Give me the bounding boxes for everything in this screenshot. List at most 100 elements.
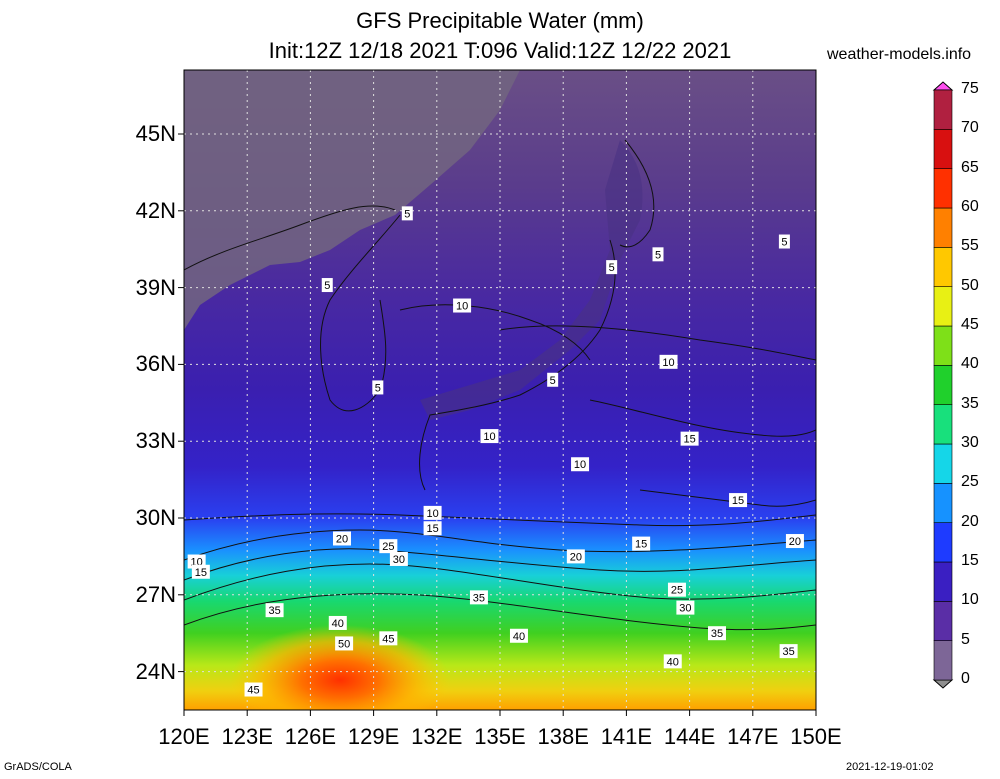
colorbar-box	[933, 168, 953, 209]
svg-text:15: 15	[732, 495, 744, 507]
contour-line	[184, 529, 816, 561]
svg-text:40: 40	[332, 618, 344, 630]
lat-tick-label: 42N	[135, 197, 176, 223]
lat-tick-label: 30N	[135, 505, 176, 530]
contour-label: 10	[423, 505, 442, 520]
svg-text:5: 5	[655, 249, 661, 261]
colorbar-label: 60	[961, 198, 979, 215]
svg-text:30: 30	[679, 603, 691, 615]
lon-tick-label: 135E	[474, 724, 526, 749]
svg-text:35: 35	[782, 646, 794, 658]
colorbar-max-arrow	[932, 81, 954, 91]
contour-label: 5	[652, 247, 664, 262]
pw-maximum	[230, 625, 450, 710]
svg-text:40: 40	[667, 656, 679, 668]
colorbar-label: 25	[961, 473, 979, 491]
contour-label: 10	[453, 298, 472, 313]
svg-text:15: 15	[195, 567, 207, 579]
colorbar-box	[933, 247, 953, 287]
contour-label: 10	[480, 429, 499, 444]
contour-label: 15	[729, 493, 748, 508]
svg-text:40: 40	[513, 631, 525, 643]
svg-text:45: 45	[247, 685, 259, 697]
colorbar-box	[933, 601, 953, 641]
contour-label: 35	[707, 626, 726, 641]
colorbar-label: 65	[961, 158, 979, 176]
svg-text:5: 5	[550, 375, 556, 387]
colorbar-label: 5	[961, 630, 970, 648]
colorbar-label: 45	[961, 316, 979, 333]
svg-text:10: 10	[456, 301, 468, 313]
lon-tick-label: 126E	[284, 724, 337, 749]
contour-label: 30	[676, 600, 695, 615]
contour-line	[589, 399, 816, 437]
contour-label: 15	[423, 521, 442, 536]
chart-title: GFS Precipitable Water (mm)	[356, 8, 644, 33]
lon-tick-label: 129E	[347, 724, 400, 749]
contour-label: 35	[469, 590, 488, 605]
contour-label: 50	[335, 636, 354, 651]
svg-text:10: 10	[662, 357, 674, 369]
contour-label: 35	[265, 603, 284, 618]
lon-tick-label: 150E	[790, 724, 842, 749]
site-label: weather-models.info	[827, 46, 972, 63]
svg-text:20: 20	[789, 536, 801, 548]
svg-text:35: 35	[268, 605, 280, 617]
colorbar-label: 55	[961, 237, 979, 255]
contour-label: 15	[632, 536, 651, 551]
colorbar-box	[933, 561, 953, 602]
contour-label: 35	[779, 644, 798, 659]
coastline	[619, 139, 655, 248]
contour-label: 5	[321, 278, 333, 293]
contour-label: 40	[509, 628, 528, 643]
lat-tick-label: 24N	[135, 658, 176, 684]
coastline	[320, 214, 401, 412]
contour-label: 5	[372, 380, 384, 395]
lat-tick-label: 39N	[135, 274, 176, 300]
contour-line	[184, 513, 816, 527]
contour-label: 25	[379, 539, 398, 554]
colorbar-box	[933, 207, 953, 248]
svg-text:10: 10	[426, 508, 438, 520]
colorbar-box	[933, 325, 953, 366]
contour-label: 10	[571, 457, 590, 472]
colorbar-box	[933, 286, 953, 327]
contour-label: 15	[680, 431, 699, 446]
contour-line	[184, 548, 816, 581]
contour-label: 40	[663, 654, 682, 669]
svg-text:15: 15	[426, 523, 438, 535]
colorbar-label: 15	[961, 552, 979, 569]
contour-label: 45	[379, 631, 398, 646]
svg-text:10: 10	[483, 431, 495, 443]
svg-text:35: 35	[711, 628, 723, 640]
colorbar-label: 40	[961, 355, 979, 373]
colorbar-min-arrow	[932, 679, 954, 689]
svg-text:50: 50	[338, 638, 350, 650]
colorbar-label: 75	[961, 80, 979, 97]
colorbar-label: 35	[961, 394, 979, 412]
contour-line	[639, 489, 816, 507]
lon-tick-label: 144E	[663, 724, 716, 749]
contour-label: 5	[778, 234, 790, 249]
colorbar-label: 50	[961, 276, 979, 294]
contour-label: 15	[191, 564, 210, 579]
land-asia	[184, 70, 520, 330]
contour-label: 5	[606, 260, 618, 275]
contour-label: 25	[667, 582, 686, 597]
contour-label: 5	[547, 372, 559, 387]
svg-text:35: 35	[473, 592, 485, 604]
colorbar-label: 10	[961, 591, 979, 609]
lat-tick-label: 33N	[135, 428, 176, 454]
contour-line	[184, 593, 816, 631]
colorbar-label: 20	[961, 512, 979, 530]
chart-subtitle: Init:12Z 12/18 2021 T:096 Valid:12Z 12/2…	[268, 38, 732, 63]
svg-text:10: 10	[574, 459, 586, 471]
colorbar-box	[933, 404, 953, 445]
lon-tick-label: 123E	[221, 724, 273, 749]
svg-text:30: 30	[393, 554, 405, 566]
contour-label: 20	[333, 531, 351, 546]
colorbar-box	[933, 640, 953, 681]
contour-label: 20	[566, 549, 585, 564]
contour-label: 30	[389, 551, 408, 566]
